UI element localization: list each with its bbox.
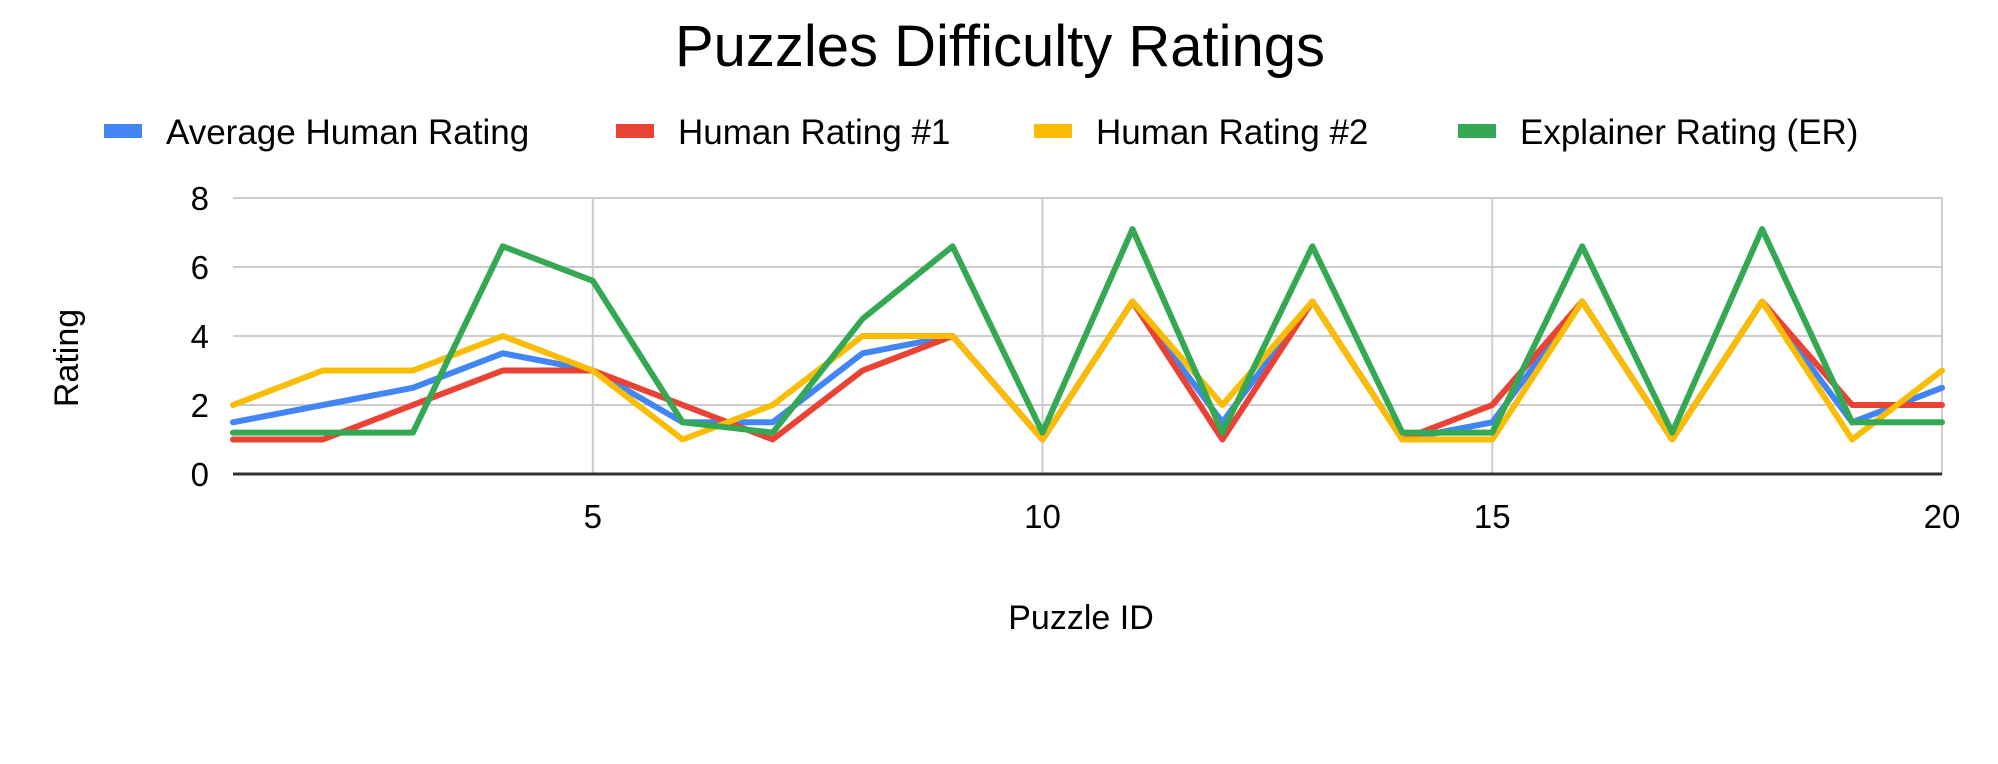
series-line-4 — [230, 226, 1945, 436]
legend-swatch — [616, 124, 654, 138]
y-tick-label: 6 — [191, 249, 209, 286]
series-lines — [230, 226, 1945, 443]
x-tick-label: 5 — [584, 498, 602, 535]
y-tick-label: 0 — [191, 456, 209, 493]
tick-labels: 0 2 4 6 8 5 10 15 20 — [191, 180, 1961, 535]
legend: Average Human Rating Human Rating #1 Human… — [104, 113, 1858, 152]
legend-item-4: Explainer Rating (ER) — [1458, 113, 1858, 152]
y-tick-label: 8 — [191, 180, 209, 217]
legend-label: Average Human Rating — [166, 113, 529, 152]
y-axis-label: Rating — [48, 309, 86, 407]
y-tick-label: 2 — [191, 387, 209, 424]
legend-item-2: Human Rating #1 — [616, 113, 950, 152]
x-tick-label: 20 — [1924, 498, 1961, 535]
legend-item-1: Average Human Rating — [104, 113, 529, 152]
legend-label: Human Rating #1 — [678, 113, 950, 152]
x-tick-label: 10 — [1024, 498, 1061, 535]
legend-item-3: Human Rating #2 — [1034, 113, 1368, 152]
series-line-3 — [230, 298, 1945, 443]
legend-swatch — [1034, 124, 1072, 138]
legend-label: Explainer Rating (ER) — [1520, 113, 1858, 152]
chart-title: Puzzles Difficulty Ratings — [675, 14, 1325, 79]
x-axis-label: Puzzle ID — [1008, 599, 1154, 637]
legend-swatch — [104, 124, 142, 138]
x-tick-label: 15 — [1474, 498, 1511, 535]
legend-swatch — [1458, 124, 1496, 138]
y-tick-label: 4 — [191, 318, 209, 355]
legend-label: Human Rating #2 — [1096, 113, 1368, 152]
